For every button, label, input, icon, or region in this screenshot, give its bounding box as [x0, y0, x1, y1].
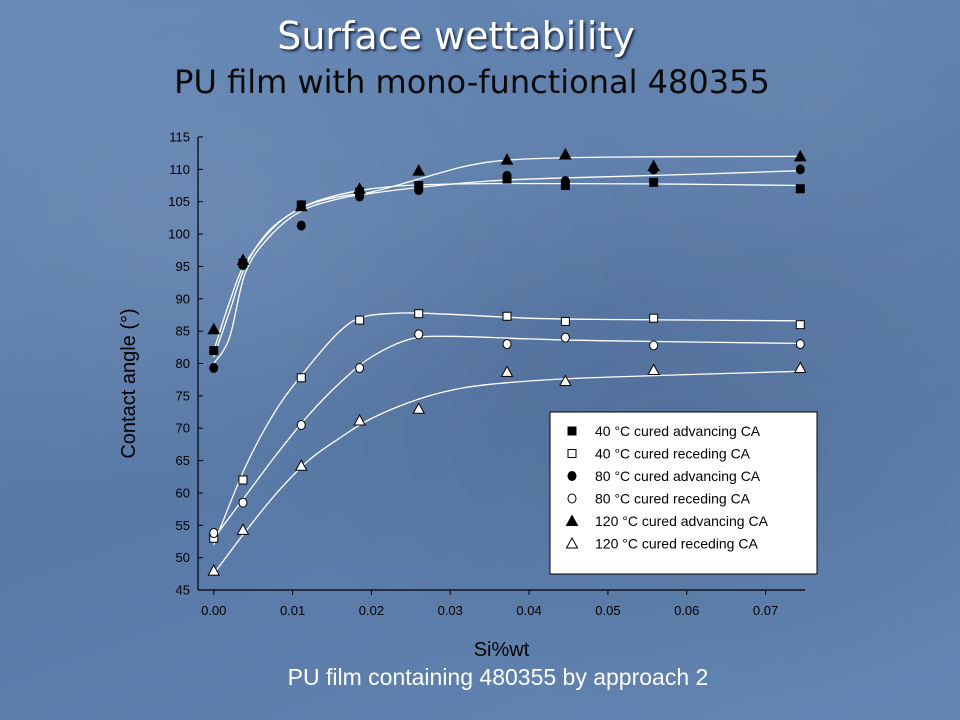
y-tick-label: 45	[176, 583, 190, 598]
legend-marker-0	[567, 426, 577, 436]
data-point-s1-2	[296, 373, 306, 383]
legend-entry-1: 40 °C cured receding CA	[595, 446, 751, 462]
data-point-s1-3	[355, 315, 365, 325]
y-tick-label: 85	[176, 324, 190, 339]
legend-marker-2	[567, 471, 577, 481]
data-point-s2-5	[502, 170, 512, 181]
data-point-s3-6	[560, 332, 570, 343]
legend-box	[549, 411, 818, 575]
x-axis-title: Si%wt	[474, 639, 530, 661]
data-point-s0-7	[649, 177, 659, 187]
fit-curve-5	[213, 370, 801, 575]
legend-entry-4: 120 °C cured advancing CA	[595, 513, 769, 529]
slide-title: Surface wettability	[277, 14, 635, 58]
y-tick-label: 65	[176, 453, 190, 468]
data-point-s3-5	[502, 339, 512, 350]
y-tick-label: 55	[176, 518, 190, 533]
data-point-s4-8	[793, 149, 807, 162]
data-point-s3-4	[414, 329, 424, 340]
data-point-s2-6	[560, 176, 570, 187]
legend-marker-3	[567, 493, 577, 504]
fit-curve-3	[213, 335, 801, 539]
data-point-s4-1	[236, 253, 250, 265]
legend-entry-5: 120 °C cured receding CA	[595, 536, 758, 552]
data-point-s5-4	[412, 402, 426, 414]
data-point-s0-8	[795, 184, 805, 194]
data-point-s1-4	[414, 309, 424, 319]
data-point-s3-7	[649, 340, 659, 351]
data-point-s5-7	[647, 363, 660, 375]
data-point-s5-0	[207, 564, 221, 576]
data-point-s1-1	[238, 475, 248, 485]
data-point-s3-3	[355, 363, 365, 374]
data-point-s5-2	[294, 459, 308, 471]
y-tick-label: 80	[176, 356, 190, 371]
y-tick-label: 60	[176, 485, 190, 500]
fit-curve-2	[213, 170, 801, 364]
data-point-s0-0	[209, 346, 219, 356]
y-tick-label: 95	[176, 259, 190, 274]
slide-subtitle: PU film with mono-functional 480355	[174, 63, 770, 101]
data-point-s4-5	[500, 153, 514, 165]
legend-marker-4	[565, 514, 579, 526]
x-tick-label: 0.04	[516, 603, 541, 618]
data-point-s1-7	[649, 313, 659, 323]
y-tick-label: 75	[176, 388, 190, 403]
data-point-s1-8	[795, 320, 805, 330]
data-point-s1-5	[502, 311, 512, 321]
legend-entry-2: 80 °C cured advancing CA	[595, 468, 761, 484]
y-tick-label: 110	[169, 162, 190, 177]
fit-curve-4	[213, 155, 801, 351]
data-point-s1-6	[560, 316, 570, 326]
data-point-s4-6	[559, 147, 572, 160]
data-points	[207, 147, 807, 576]
data-point-s3-0	[209, 528, 219, 539]
data-point-s2-4	[414, 185, 424, 196]
legend-marker-1	[567, 449, 577, 458]
y-axis-title: Contact angle (°)	[118, 308, 140, 458]
x-tick-label: 0.07	[753, 603, 778, 618]
data-point-s5-8	[793, 361, 807, 374]
y-tick-label: 90	[176, 291, 190, 306]
data-point-s5-6	[559, 374, 572, 386]
data-point-s4-3	[353, 182, 366, 194]
fit-curve-1	[213, 312, 801, 545]
legend-entry-0: 40 °C cured advancing CA	[595, 423, 761, 439]
data-point-s3-8	[795, 339, 805, 350]
y-tick-label: 70	[176, 421, 190, 436]
data-point-s4-4	[412, 164, 426, 176]
x-tick-label: 0.01	[280, 603, 305, 618]
x-tick-label: 0.06	[674, 603, 699, 618]
y-tick-label: 100	[168, 227, 190, 242]
x-tick-label: 0.05	[595, 603, 620, 618]
data-point-s2-0	[209, 363, 219, 374]
x-tick-label: 0.00	[201, 603, 226, 618]
x-tick-label: 0.03	[438, 603, 463, 618]
axes: 45 50 55 60 65 70 75 80 85 90 95 100 105 110 115 0.00 0.…	[168, 130, 805, 618]
x-tick-label: 0.02	[359, 603, 384, 618]
data-point-s4-0	[207, 322, 221, 335]
data-point-s2-2	[296, 220, 306, 231]
data-point-s3-1	[238, 497, 248, 508]
data-point-s5-3	[353, 413, 366, 426]
data-point-s3-2	[296, 419, 306, 430]
data-point-s5-1	[236, 523, 250, 535]
legend-entry-3: 80 °C cured receding CA	[595, 491, 751, 507]
legend-marker-5	[565, 536, 579, 549]
y-tick-label: 115	[169, 130, 190, 145]
y-tick-label: 50	[176, 550, 190, 565]
legend: 40 °C cured advancing CA 40 °C cured rece…	[549, 411, 818, 575]
data-point-s4-7	[647, 159, 660, 172]
y-tick-label: 105	[168, 194, 190, 209]
data-point-s5-5	[500, 365, 514, 377]
data-point-s2-8	[795, 164, 805, 175]
slide-caption: PU film containing 480355 by approach 2	[287, 664, 709, 690]
data-point-s4-2	[294, 199, 308, 212]
